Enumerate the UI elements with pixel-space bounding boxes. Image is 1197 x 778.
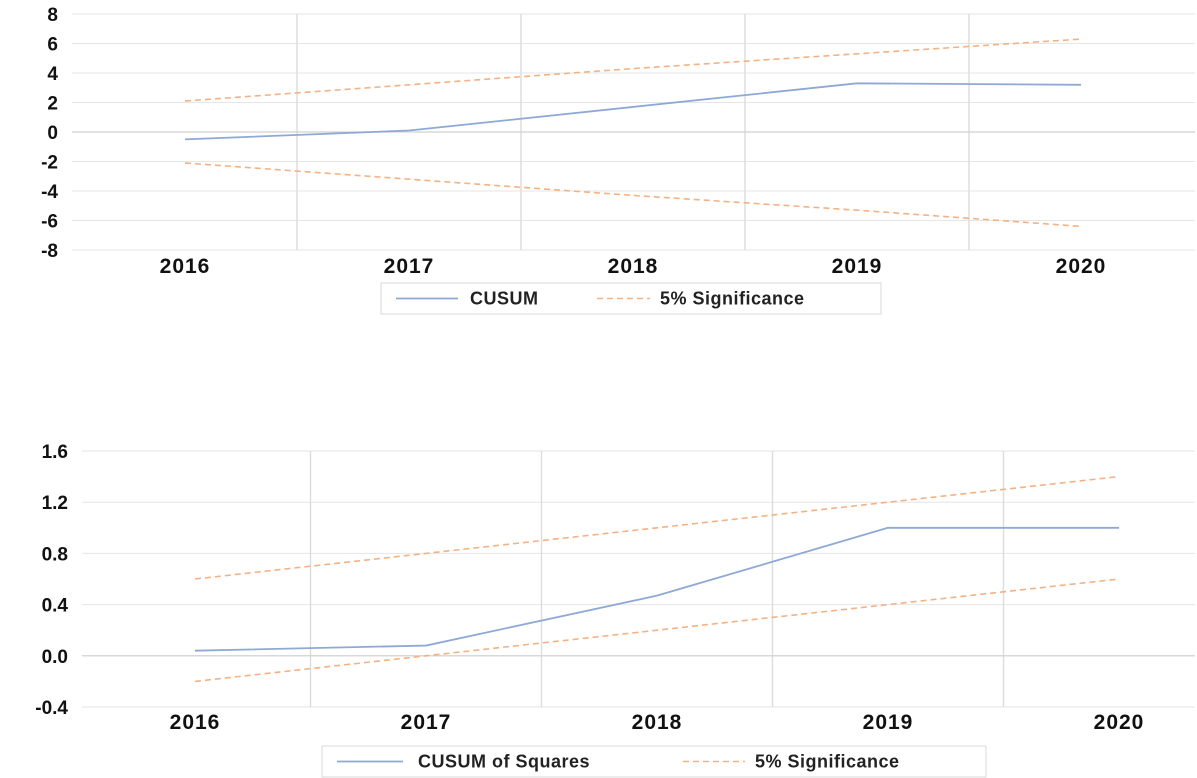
upper-bound-line [184,38,1082,102]
x-tick-label: 2016 [160,255,211,278]
x-tick-label: 2016 [170,711,221,734]
y-tick-label: -6 [41,212,58,233]
x-tick-label: 2018 [608,255,659,278]
lower-bound-line [194,578,1120,683]
cusum-chart: 8 6 4 2 0 -2 -4 -6 -8 2016 2017 2018 2019 2020 CUSUM 5%… [41,5,1195,315]
y-tick-label: 6 [47,35,58,56]
y-tick-label: -4 [41,182,58,203]
y-tick-label: 1.6 [42,442,68,463]
legend-box [321,745,987,778]
lower-bound-line [184,162,1082,228]
y-tick-label: -8 [41,241,58,262]
actual-line [194,526,1119,652]
x-tick-label: 2019 [863,711,914,734]
x-tick-label: 2020 [1056,255,1107,278]
y-tick-label: 0 [47,123,58,144]
y-tick-label: 0.0 [42,647,68,668]
y-tick-label: -2 [41,153,58,174]
actual-line [184,82,1082,141]
y-tick-label: 8 [47,5,58,26]
cusum-squares-chart: 1.6 1.2 0.8 0.4 0.0 -0.4 2016 2017 2018 2019 2020 C… [35,442,1195,778]
legend: CUSUM of Squares 5% Significance [321,745,987,778]
y-tick-label: 0.4 [42,596,69,617]
y-tick-label: 1.2 [42,493,68,514]
x-tick-label: 2019 [832,255,883,278]
legend-label-actual: CUSUM [470,289,539,309]
x-tick-label: 2017 [401,711,452,734]
y-tick-label: 0.8 [42,544,68,565]
legend-label-significance: 5% Significance [755,752,900,772]
legend-label-actual: CUSUM of Squares [418,752,590,772]
x-tick-label: 2017 [384,255,435,278]
legend-label-significance: 5% Significance [660,289,805,309]
y-tick-label: 2 [47,94,58,115]
x-tick-label: 2018 [632,711,683,734]
x-tick-label: 2020 [1094,711,1145,734]
y-tick-label: -0.4 [35,698,68,719]
legend: CUSUM 5% Significance [380,282,882,315]
y-tick-label: 4 [47,64,58,85]
upper-bound-line [194,475,1120,580]
